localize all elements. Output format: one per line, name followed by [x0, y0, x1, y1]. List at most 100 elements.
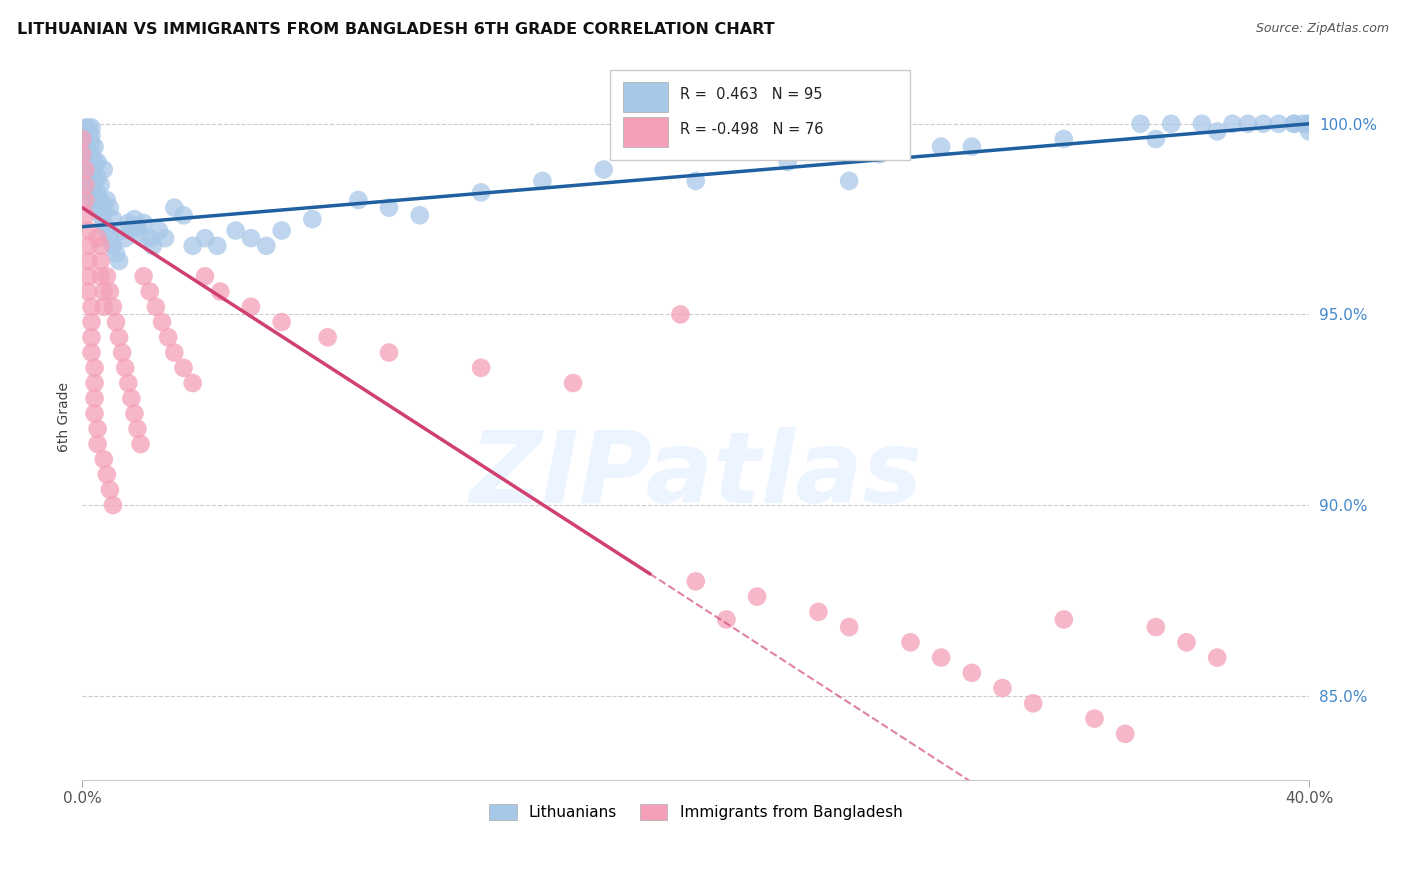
Point: [562, 376, 585, 390]
Point: [83, 139, 105, 153]
Point: [105, 246, 128, 260]
Point: [127, 422, 149, 436]
Point: [1129, 117, 1152, 131]
Point: [96, 223, 118, 237]
Point: [114, 360, 136, 375]
Point: [96, 193, 118, 207]
Point: [117, 216, 139, 230]
Text: ZIPatlas: ZIPatlas: [470, 427, 922, 524]
Point: [93, 201, 115, 215]
Point: [86, 170, 108, 185]
Point: [301, 212, 323, 227]
Point: [1282, 117, 1305, 131]
Point: [86, 186, 108, 200]
Point: [98, 483, 121, 497]
Point: [83, 201, 105, 215]
Point: [77, 144, 100, 158]
Point: [127, 219, 149, 234]
Point: [93, 285, 115, 299]
FancyBboxPatch shape: [623, 82, 668, 112]
Point: [316, 330, 339, 344]
Point: [77, 155, 100, 169]
Point: [90, 254, 112, 268]
Point: [142, 239, 165, 253]
Point: [75, 208, 97, 222]
Point: [1206, 650, 1229, 665]
Point: [173, 360, 195, 375]
Point: [139, 285, 162, 299]
Point: [139, 231, 162, 245]
Text: LITHUANIAN VS IMMIGRANTS FROM BANGLADESH 6TH GRADE CORRELATION CHART: LITHUANIAN VS IMMIGRANTS FROM BANGLADESH…: [17, 22, 775, 37]
Point: [378, 201, 401, 215]
Point: [129, 437, 152, 451]
FancyBboxPatch shape: [610, 70, 911, 161]
Point: [194, 269, 217, 284]
Point: [80, 147, 103, 161]
Point: [173, 208, 195, 222]
Point: [1237, 117, 1260, 131]
Point: [1114, 727, 1136, 741]
Point: [240, 300, 263, 314]
Point: [163, 345, 186, 359]
Text: R = -0.498   N = 76: R = -0.498 N = 76: [681, 122, 824, 137]
Legend: Lithuanians, Immigrants from Bangladesh: Lithuanians, Immigrants from Bangladesh: [484, 798, 908, 826]
Point: [124, 407, 146, 421]
Point: [83, 155, 105, 169]
Point: [80, 315, 103, 329]
Point: [1267, 117, 1289, 131]
Point: [120, 392, 142, 406]
Point: [745, 590, 768, 604]
Point: [80, 330, 103, 344]
Point: [90, 208, 112, 222]
Point: [80, 345, 103, 359]
Point: [776, 155, 799, 169]
Point: [93, 216, 115, 230]
Point: [77, 269, 100, 284]
Point: [83, 407, 105, 421]
Point: [378, 345, 401, 359]
Point: [80, 120, 103, 135]
Point: [869, 147, 891, 161]
Point: [75, 193, 97, 207]
Point: [531, 174, 554, 188]
Point: [929, 650, 952, 665]
Point: [225, 223, 247, 237]
Point: [669, 307, 692, 321]
Point: [1144, 132, 1167, 146]
Point: [80, 193, 103, 207]
Point: [132, 269, 155, 284]
Point: [86, 231, 108, 245]
Point: [1191, 117, 1213, 131]
Point: [98, 201, 121, 215]
Point: [86, 422, 108, 436]
Point: [80, 162, 103, 177]
Point: [101, 498, 124, 512]
Point: [77, 254, 100, 268]
Point: [838, 620, 860, 634]
Point: [1175, 635, 1198, 649]
Point: [157, 330, 180, 344]
Point: [181, 239, 204, 253]
Point: [83, 186, 105, 200]
Point: [240, 231, 263, 245]
Point: [1160, 117, 1182, 131]
Text: Source: ZipAtlas.com: Source: ZipAtlas.com: [1256, 22, 1389, 36]
Point: [77, 174, 100, 188]
Point: [111, 223, 134, 237]
Point: [209, 285, 232, 299]
Point: [101, 300, 124, 314]
Point: [1292, 117, 1315, 131]
Point: [75, 162, 97, 177]
Point: [75, 120, 97, 135]
Point: [1298, 124, 1320, 138]
Point: [1053, 132, 1076, 146]
Point: [685, 174, 707, 188]
Point: [77, 239, 100, 253]
Point: [1222, 117, 1244, 131]
Point: [1298, 117, 1320, 131]
Point: [929, 139, 952, 153]
Point: [150, 315, 173, 329]
Point: [98, 285, 121, 299]
Point: [98, 231, 121, 245]
Point: [77, 285, 100, 299]
